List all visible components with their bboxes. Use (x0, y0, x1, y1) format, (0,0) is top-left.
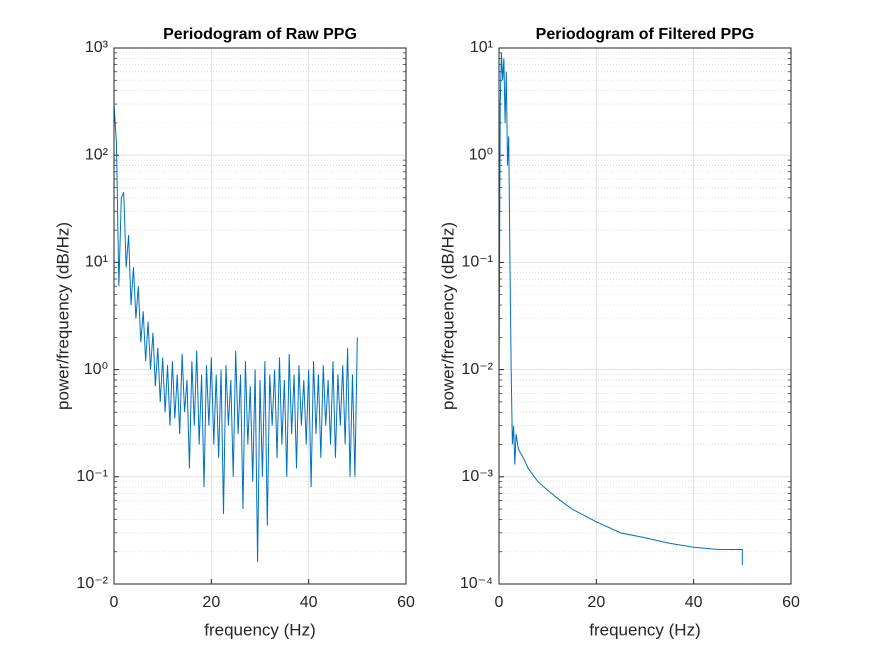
y-tick-label: 10⁰ (84, 361, 108, 378)
y-tick-label: 10⁻³ (461, 468, 493, 485)
y-tick-label: 10⁻¹ (461, 254, 493, 271)
series-line (498, 52, 743, 566)
y-tick-label: 10⁻¹ (76, 468, 108, 485)
plot-area (114, 48, 406, 584)
x-tick-label: 0 (495, 594, 504, 611)
y-tick-label: 10⁻² (76, 575, 108, 592)
x-tick-label: 60 (782, 594, 800, 611)
x-axis-label: frequency (Hz) (589, 620, 700, 639)
y-tick-label: 10¹ (470, 39, 493, 56)
x-tick-label: 0 (110, 594, 119, 611)
axes-box (498, 47, 792, 585)
y-tick-label: 10¹ (85, 254, 108, 271)
y-tick-label: 10⁻² (461, 361, 493, 378)
y-tick-label: 10³ (85, 39, 109, 56)
x-tick-label: 40 (300, 594, 318, 611)
x-axis-label: frequency (Hz) (204, 620, 315, 639)
x-tick-label: 60 (397, 594, 415, 611)
y-tick-label: 10⁰ (469, 146, 493, 163)
y-axis-label: power/frequency (dB/Hz) (53, 222, 72, 410)
x-tick-label: 20 (587, 594, 605, 611)
x-tick-label: 40 (685, 594, 703, 611)
x-tick-label: 20 (202, 594, 220, 611)
y-axis-label: power/frequency (dB/Hz) (438, 222, 457, 410)
axes-box (113, 47, 407, 585)
plot-area (499, 48, 791, 584)
y-tick-label: 10⁻⁴ (460, 575, 493, 592)
chart-title: Periodogram of Raw PPG (163, 26, 357, 43)
series-line (113, 104, 358, 563)
chart-title: Periodogram of Filtered PPG (536, 26, 755, 43)
y-tick-label: 10² (85, 146, 109, 163)
